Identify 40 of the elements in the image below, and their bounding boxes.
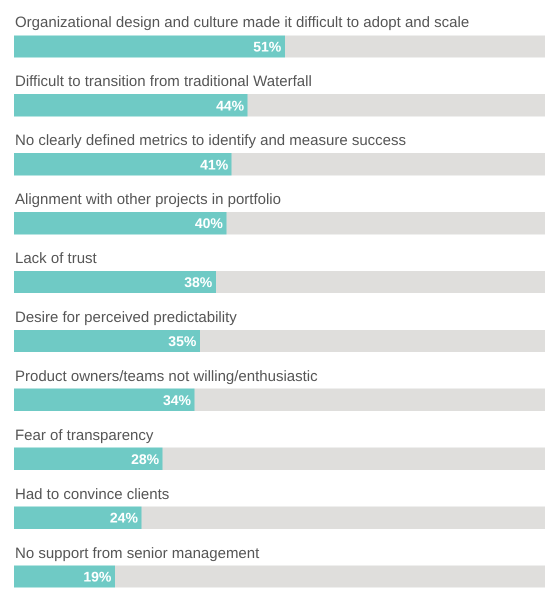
data-label: 34% xyxy=(162,392,192,408)
bar xyxy=(14,506,142,529)
y-tick-label: Lack of trust xyxy=(15,250,98,267)
bar xyxy=(14,94,248,117)
bar xyxy=(14,212,226,234)
y-tick-label: No clearly defined metrics to identify and measure success xyxy=(15,132,406,149)
bar xyxy=(141,506,545,529)
bar xyxy=(232,153,545,176)
bar xyxy=(14,388,195,412)
bar xyxy=(14,35,285,58)
data-label: 41% xyxy=(200,156,229,172)
y-tick-label: No support from senior management xyxy=(15,545,260,562)
data-label: 28% xyxy=(131,450,160,467)
bar xyxy=(162,448,545,470)
y-tick-label: Had to convince clients xyxy=(15,486,170,503)
data-label: 51% xyxy=(253,38,282,54)
y-tick-label: Alignment with other projects in portfolio xyxy=(15,191,281,208)
data-label: 24% xyxy=(110,510,138,526)
bar xyxy=(226,212,545,234)
bar xyxy=(216,270,545,294)
bar xyxy=(200,330,545,352)
bar xyxy=(194,388,545,412)
y-tick-label: Organizational design and culture made it difficult to adopt and scale xyxy=(15,14,470,31)
data-label: 35% xyxy=(168,332,197,349)
y-tick-label: Product owners/teams not willing/enthusiastic xyxy=(15,368,318,385)
bar xyxy=(14,270,216,294)
y-tick-label: Desire for perceived predictability xyxy=(15,309,238,326)
bar xyxy=(14,153,232,176)
bar xyxy=(14,330,200,352)
data-label: 40% xyxy=(194,215,224,232)
y-tick-label: Difficult to transition from traditional Waterfall xyxy=(15,73,312,90)
data-label: 19% xyxy=(83,568,112,585)
data-label: 38% xyxy=(184,274,213,290)
bar xyxy=(248,94,545,117)
bar xyxy=(14,448,163,470)
y-tick-label: Fear of transparency xyxy=(15,427,154,444)
bar xyxy=(14,565,115,588)
bar xyxy=(114,565,545,588)
bar xyxy=(284,35,545,58)
data-label: 44% xyxy=(216,97,245,114)
